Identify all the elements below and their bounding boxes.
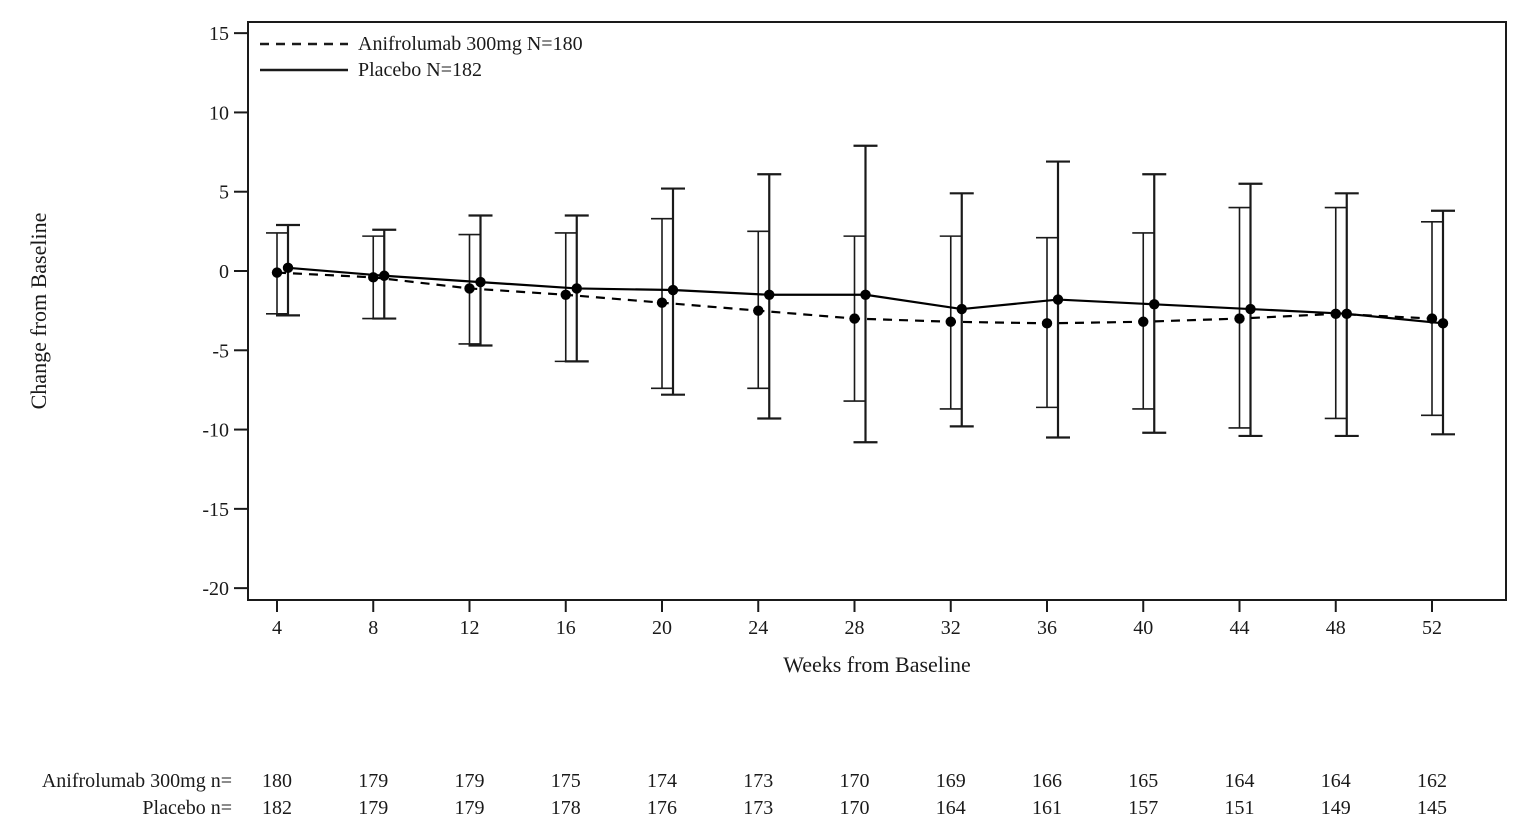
svg-text:-20: -20 xyxy=(202,578,229,600)
svg-text:40: 40 xyxy=(1133,617,1153,639)
at-risk-count: 164 xyxy=(1320,770,1351,792)
at-risk-count: 182 xyxy=(262,797,292,819)
at-risk-count: 175 xyxy=(550,770,581,792)
at-risk-count: 149 xyxy=(1320,797,1351,819)
svg-text:4: 4 xyxy=(272,617,282,639)
svg-text:24: 24 xyxy=(748,617,768,639)
at-risk-count: 174 xyxy=(647,770,677,792)
at-risk-count: 173 xyxy=(743,797,774,819)
y-axis-title: Change from Baseline xyxy=(26,212,51,410)
at-risk-count: 179 xyxy=(454,797,485,819)
at-risk-count: 173 xyxy=(743,770,774,792)
at-risk-count: 145 xyxy=(1417,797,1447,819)
dashed-line-sample-icon xyxy=(260,42,348,46)
at-risk-row-placebo: Placebo n= 182 179 179 178 176 173 170 164 161 15… xyxy=(0,797,1531,825)
legend-label-placebo: Placebo N=182 xyxy=(358,58,483,81)
at-risk-count: 164 xyxy=(1224,770,1255,792)
svg-text:10: 10 xyxy=(209,102,229,124)
svg-text:52: 52 xyxy=(1422,617,1442,639)
at-risk-count: 157 xyxy=(1128,797,1159,819)
svg-text:32: 32 xyxy=(941,617,961,639)
svg-text:16: 16 xyxy=(556,617,576,639)
at-risk-count: 179 xyxy=(358,770,389,792)
at-risk-count: 180 xyxy=(262,770,292,792)
legend-item-placebo: Placebo N=182 xyxy=(260,57,583,83)
legend-label-anifrolumab: Anifrolumab 300mg N=180 xyxy=(358,32,583,55)
svg-text:28: 28 xyxy=(845,617,865,639)
legend-item-anifrolumab: Anifrolumab 300mg N=180 xyxy=(260,31,583,57)
svg-text:15: 15 xyxy=(209,23,229,45)
at-risk-count: 164 xyxy=(935,797,966,819)
at-risk-count: 166 xyxy=(1032,770,1062,792)
at-risk-count: 179 xyxy=(358,797,389,819)
at-risk-count: 169 xyxy=(935,770,966,792)
svg-text:20: 20 xyxy=(652,617,672,639)
svg-text:0: 0 xyxy=(219,261,229,283)
svg-text:36: 36 xyxy=(1037,617,1057,639)
at-risk-count: 178 xyxy=(550,797,581,819)
legend: Anifrolumab 300mg N=180 Placebo N=182 xyxy=(260,31,583,83)
at-risk-count: 165 xyxy=(1128,770,1159,792)
at-risk-count: 170 xyxy=(839,770,870,792)
svg-text:48: 48 xyxy=(1326,617,1346,639)
at-risk-count: 162 xyxy=(1417,770,1447,792)
at-risk-count: 179 xyxy=(454,770,485,792)
at-risk-row-label: Anifrolumab 300mg n= xyxy=(41,770,232,792)
svg-text:-10: -10 xyxy=(202,420,229,442)
x-axis-title: Weeks from Baseline xyxy=(783,652,971,677)
svg-text:5: 5 xyxy=(219,182,229,204)
at-risk-row-label: Placebo n= xyxy=(142,797,232,819)
at-risk-row-anifrolumab: Anifrolumab 300mg n= 180 179 179 175 174 173 1… xyxy=(0,770,1531,798)
at-risk-count: 176 xyxy=(647,797,677,819)
svg-text:-15: -15 xyxy=(202,499,229,521)
at-risk-count: 161 xyxy=(1032,797,1062,819)
svg-text:44: 44 xyxy=(1230,617,1250,639)
svg-text:8: 8 xyxy=(368,617,378,639)
svg-text:-5: -5 xyxy=(212,340,229,362)
solid-line-sample-icon xyxy=(260,68,348,72)
at-risk-count: 170 xyxy=(839,797,870,819)
at-risk-count: 151 xyxy=(1224,797,1255,819)
svg-text:12: 12 xyxy=(460,617,480,639)
